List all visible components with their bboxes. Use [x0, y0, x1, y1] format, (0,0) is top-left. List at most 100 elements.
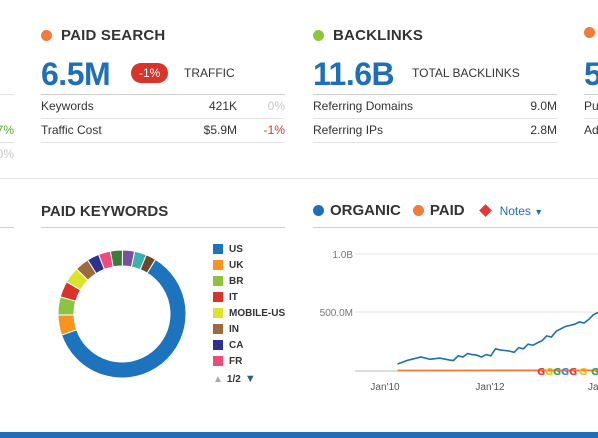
paid-search-traffic-value[interactable]: 6.5M	[41, 56, 111, 92]
backlinks-title-label: BACKLINKS	[333, 27, 424, 44]
right-partial-row-label: Ad	[584, 123, 598, 137]
section-separator	[0, 178, 598, 179]
paid-search-title[interactable]: PAID SEARCH	[41, 27, 165, 44]
legend-swatch	[213, 244, 223, 254]
legend-label: CA	[229, 339, 244, 351]
paid-search-row-value: $5.9M	[203, 123, 237, 137]
backlinks-title[interactable]: BACKLINKS	[313, 27, 423, 44]
pager-page-label: 1/2	[226, 373, 241, 385]
legend-swatch	[213, 276, 223, 286]
right-partial-row-1: Pu	[584, 94, 598, 118]
paid-dot-icon	[412, 205, 424, 216]
y-tick-label: 500.0M	[320, 308, 353, 319]
paid-search-change-badge: -1%	[131, 63, 169, 83]
backlinks-row-value: 9.0M	[530, 99, 557, 113]
backlinks-divider-mid	[313, 118, 557, 119]
backlinks-row-label: Referring IPs	[313, 123, 384, 137]
left-partial-row-1: 7%	[0, 118, 14, 142]
paid-search-dot-icon	[41, 30, 52, 41]
legend-label: IT	[229, 291, 238, 303]
notes-dropdown[interactable]: Notes ▼	[500, 204, 544, 218]
paid-search-row-keywords[interactable]: Keywords 421K 0%	[41, 94, 285, 118]
backlinks-row-label: Referring Domains	[313, 99, 414, 113]
google-update-icon[interactable]: G	[537, 367, 545, 378]
notes-diamond-icon	[478, 204, 492, 217]
paid-search-divider-top	[41, 94, 285, 95]
paid-keywords-divider	[41, 227, 285, 228]
legend-pager: ▲ 1/2 ▼	[213, 373, 256, 385]
paid-search-divider-mid	[41, 118, 285, 119]
series-line-organic[interactable]	[397, 311, 598, 365]
pager-next-icon[interactable]: ▼	[244, 373, 256, 385]
legend-item-mobile-us[interactable]: MOBILE-US	[213, 306, 285, 320]
right-partial-row-label: Pu	[584, 99, 598, 113]
left-section-divider	[0, 227, 14, 228]
notes-label: Notes	[499, 203, 531, 218]
legend-swatch	[213, 356, 223, 366]
x-tick-label: Jan'10	[370, 382, 400, 393]
right-partial-row-2: Ad	[584, 118, 598, 142]
legend-swatch	[213, 292, 223, 302]
legend-organic-label[interactable]: ORGANIC	[330, 202, 401, 219]
paid-search-row-traffic-cost[interactable]: Traffic Cost $5.9M -1%	[41, 118, 285, 142]
legend-label: UK	[229, 259, 244, 271]
legend-item-in[interactable]: IN	[213, 322, 285, 336]
backlinks-row-value: 2.8M	[530, 123, 557, 137]
backlinks-divider-bottom	[313, 142, 557, 143]
legend-swatch	[213, 340, 223, 350]
google-update-icon[interactable]: G	[545, 367, 553, 378]
paid-search-row-change: -1%	[263, 123, 285, 137]
left-partial-row-2: 0%	[0, 142, 14, 166]
legend-swatch	[213, 308, 223, 318]
backlinks-total-value[interactable]: 11.6B	[313, 56, 395, 92]
right-partial-divider-mid	[584, 118, 598, 119]
legend-item-fr[interactable]: FR	[213, 354, 285, 368]
paid-search-row-label: Keywords	[41, 99, 94, 113]
donut-slice-other-4[interactable]	[139, 254, 157, 274]
google-update-icon[interactable]: G	[591, 367, 598, 378]
paid-search-row-value: 421K	[208, 99, 237, 113]
legend-item-br[interactable]: BR	[213, 274, 285, 288]
bottom-accent-bar	[0, 432, 598, 438]
left-divider-top	[0, 94, 14, 95]
legend-paid-label[interactable]: PAID	[429, 202, 465, 219]
paid-search-title-label: PAID SEARCH	[61, 27, 166, 44]
legend-label: FR	[229, 355, 243, 367]
google-update-icon[interactable]: G	[561, 367, 569, 378]
legend-label: MOBILE-US	[229, 307, 285, 319]
paid-keywords-title[interactable]: PAID KEYWORDS	[41, 203, 169, 220]
legend-item-us[interactable]: US	[213, 242, 285, 256]
backlinks-total-label: TOTAL BACKLINKS	[412, 66, 520, 80]
organic-dot-icon	[313, 205, 324, 216]
x-tick-label: Jan	[588, 382, 598, 393]
legend-label: US	[229, 243, 243, 255]
legend-item-it[interactable]: IT	[213, 290, 285, 304]
backlinks-dot-icon	[313, 30, 324, 41]
legend-swatch	[213, 260, 223, 270]
legend-item-uk[interactable]: UK	[213, 258, 285, 272]
x-tick-label: Jan'12	[475, 382, 505, 393]
paid-search-divider-bottom	[41, 142, 285, 143]
left-divider-mid	[0, 142, 14, 143]
trend-divider	[313, 227, 598, 228]
paid-keywords-donut-chart[interactable]	[48, 240, 196, 388]
legend-item-ca[interactable]: CA	[213, 338, 285, 352]
right-partial-value[interactable]: 5	[584, 56, 598, 92]
donut-slice-us[interactable]	[60, 258, 187, 379]
paid-search-row-label: Traffic Cost	[41, 123, 102, 137]
right-partial-title[interactable]	[584, 27, 595, 38]
backlinks-divider-top	[313, 94, 557, 95]
google-update-icon[interactable]: G	[579, 367, 587, 378]
left-partial-change-2: 0%	[0, 147, 14, 161]
backlinks-row-referring-ips[interactable]: Referring IPs 2.8M	[313, 118, 557, 142]
pager-prev-icon[interactable]: ▲	[213, 373, 223, 385]
legend-swatch	[213, 324, 223, 334]
legend-label: IN	[229, 323, 239, 335]
left-partial-change-1: 7%	[0, 123, 14, 137]
backlinks-row-referring-domains[interactable]: Referring Domains 9.0M	[313, 94, 557, 118]
google-update-icon[interactable]: G	[553, 367, 561, 378]
legend-label: BR	[229, 275, 244, 287]
google-update-icon[interactable]: G	[569, 367, 577, 378]
right-partial-dot-icon	[584, 27, 595, 38]
